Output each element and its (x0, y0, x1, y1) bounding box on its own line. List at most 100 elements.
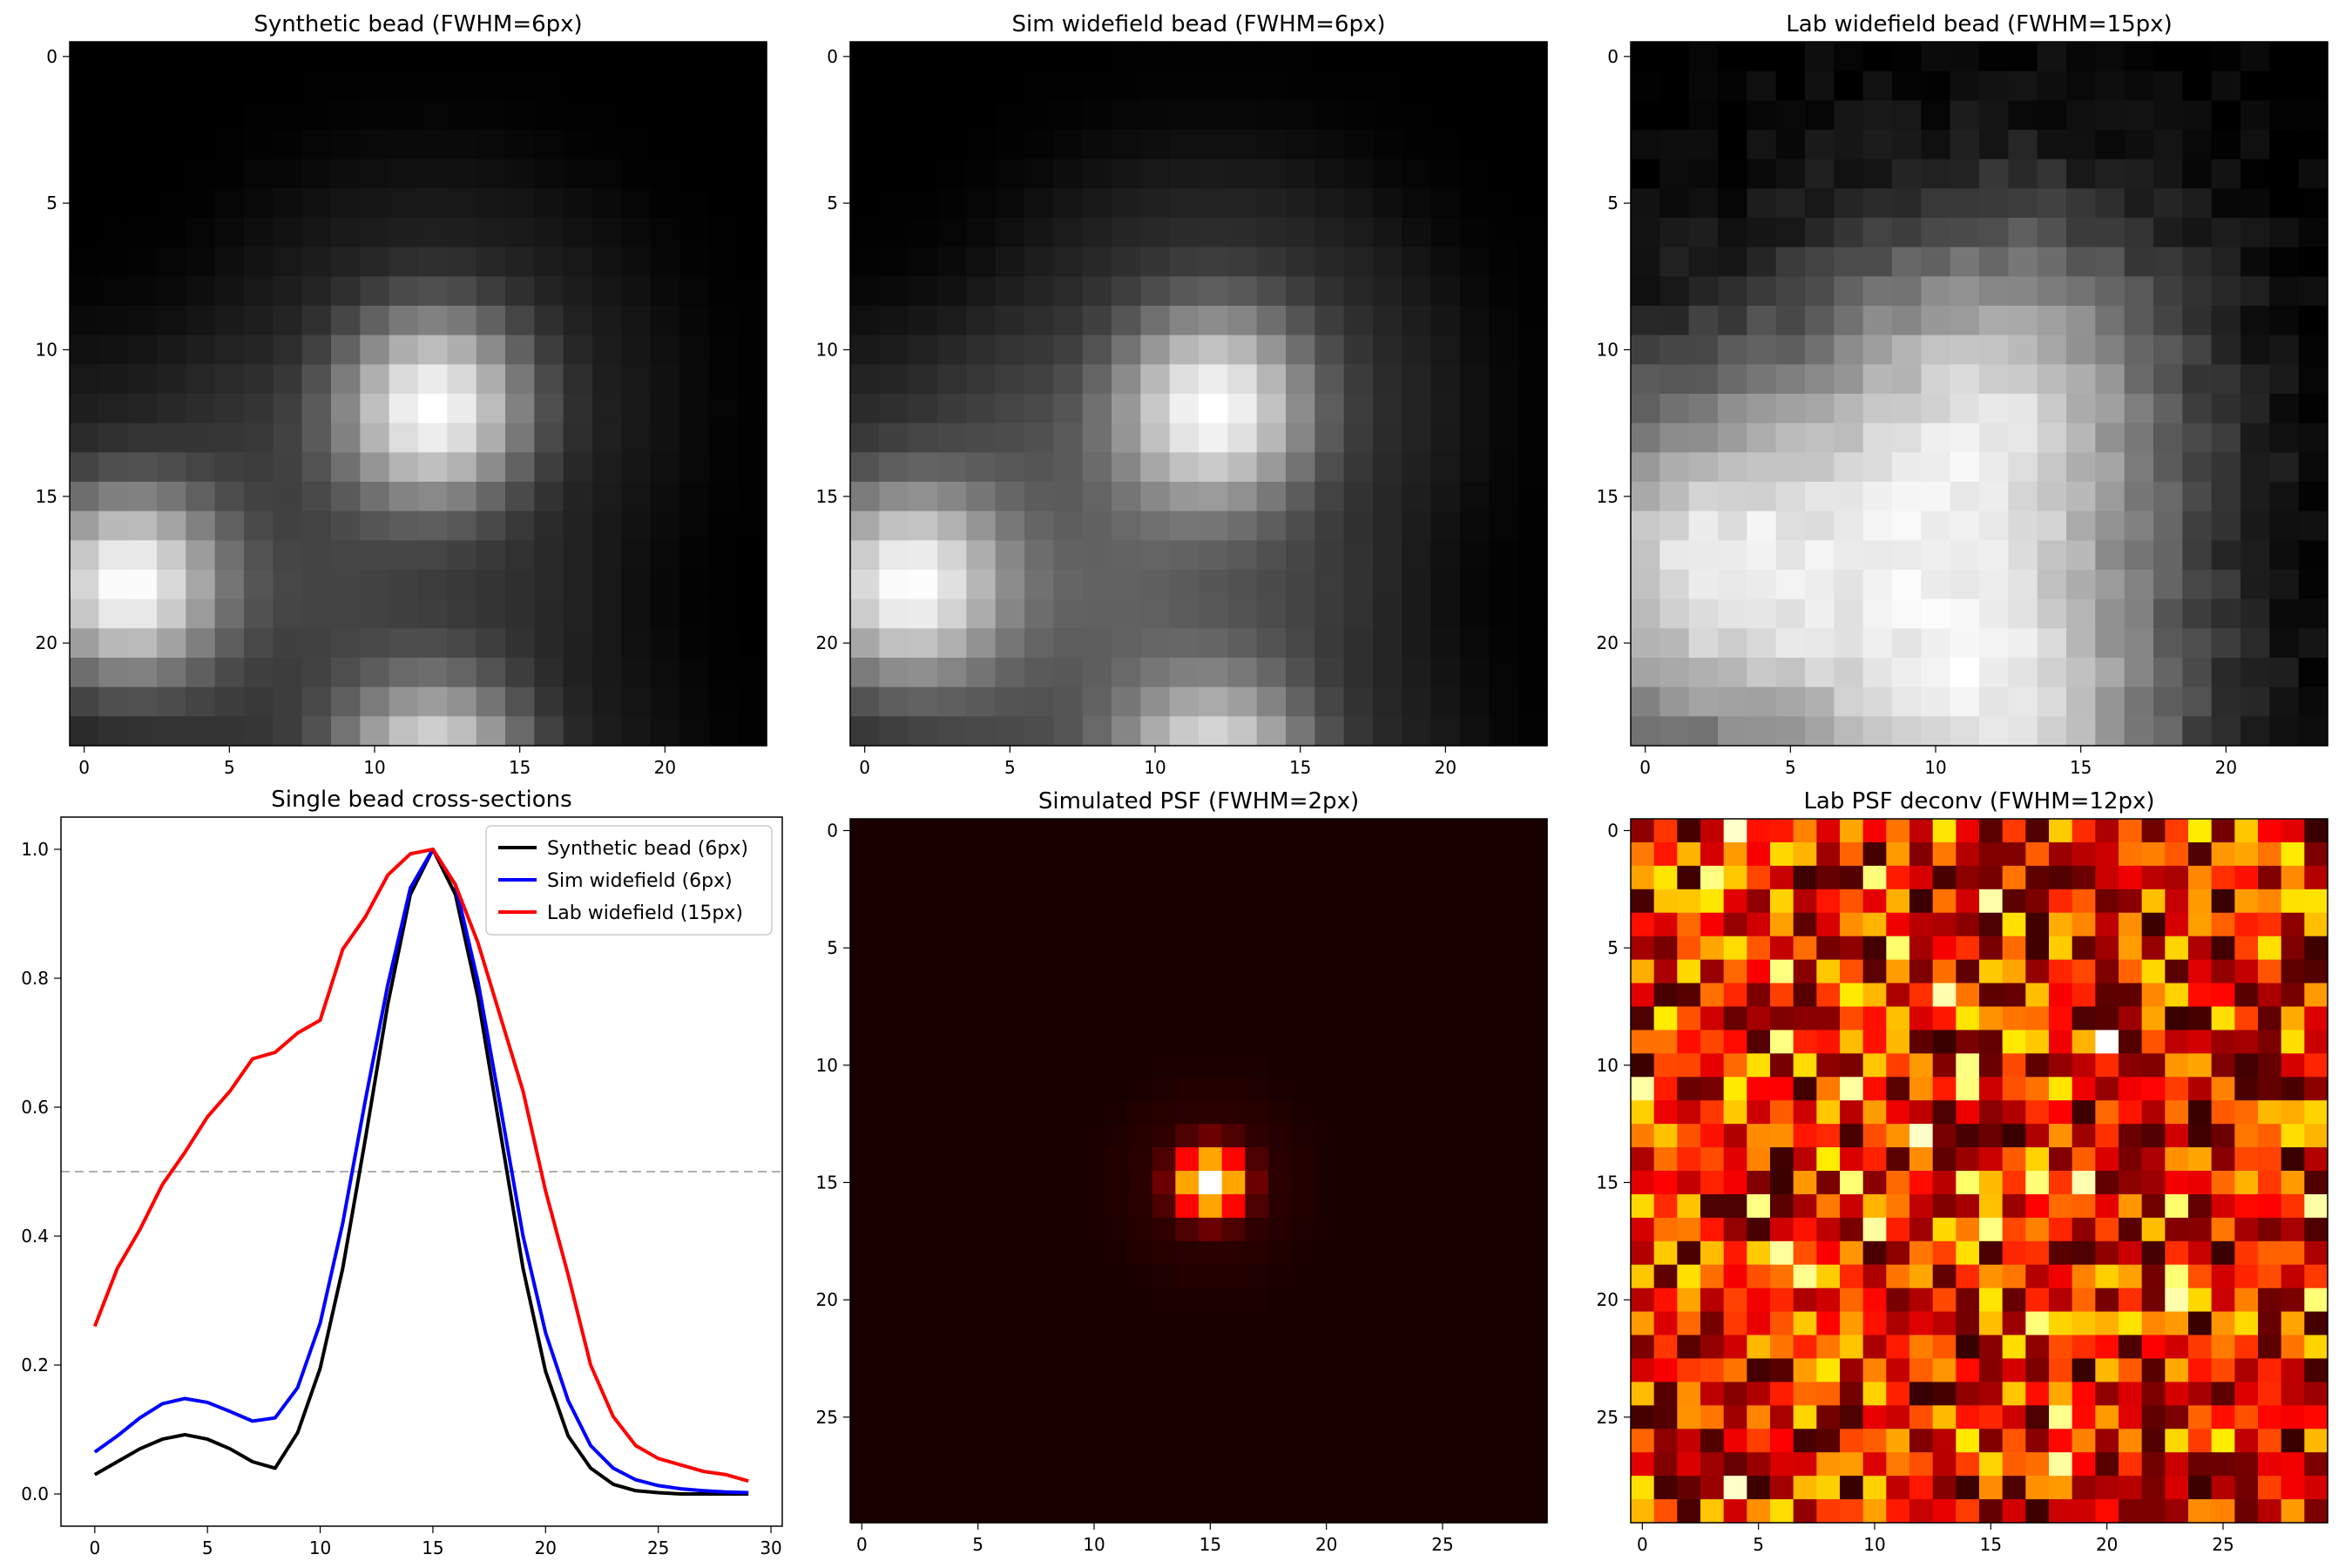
heatmap-cell (1631, 1171, 1655, 1195)
heatmap-cell (127, 247, 158, 277)
heatmap-cell (1950, 570, 1980, 600)
heatmap-cell (1631, 936, 1655, 961)
heatmap-cell (2124, 71, 2154, 101)
heatmap-cell (1315, 247, 1345, 277)
heatmap-cell (1677, 1030, 1701, 1054)
heatmap-cell (920, 865, 944, 890)
heatmap-cell (360, 364, 390, 395)
heatmap-cell (1718, 394, 1747, 424)
heatmap-cell (157, 540, 186, 571)
heatmap-cell (1631, 1288, 1655, 1313)
heatmap-cell (943, 1382, 967, 1406)
heatmap-cell (2066, 570, 2096, 600)
heatmap-cell (1862, 1476, 1887, 1500)
heatmap-cell (1932, 841, 1957, 867)
heatmap-cell (1718, 628, 1747, 659)
heatmap-cell (2066, 598, 2096, 629)
heatmap-cell (1343, 394, 1374, 424)
heatmap-cell (1430, 247, 1461, 277)
heatmap-cell (1723, 1240, 1747, 1266)
heatmap-cell (301, 71, 332, 101)
heatmap-cell (621, 335, 652, 365)
heatmap-cell (2298, 159, 2328, 189)
heatmap-cell (2119, 1358, 2143, 1382)
heatmap-cell (2240, 540, 2270, 571)
heatmap-cell (1747, 1335, 1771, 1360)
heatmap-cell (505, 716, 535, 747)
heatmap-cell (920, 1171, 944, 1195)
heatmap-cell (1979, 42, 2009, 72)
heatmap-cell (879, 686, 909, 717)
heatmap-cell (1524, 1452, 1548, 1477)
heatmap-cell (1700, 1240, 1725, 1266)
heatmap-cell (1688, 422, 1719, 453)
heatmap-cell (1631, 188, 1660, 219)
heatmap-cell (2188, 1100, 2213, 1125)
heatmap-cell (98, 540, 129, 571)
heatmap-cell (2002, 1077, 2026, 1101)
heatmap-cell (1677, 936, 1701, 961)
heatmap-cell (273, 42, 303, 72)
heatmap-cell (1268, 865, 1293, 890)
heatmap-cell (2211, 42, 2241, 72)
heatmap-cell (2025, 1452, 2050, 1477)
heatmap-cell (650, 394, 680, 424)
heatmap-cell (1956, 1288, 1980, 1313)
heatmap-cell (873, 1217, 897, 1242)
heatmap-cell (1315, 42, 1345, 72)
heatmap-cell (1140, 188, 1171, 219)
heatmap-cell (990, 1288, 1014, 1313)
heatmap-cell (214, 686, 245, 717)
heatmap-cell (1950, 130, 1980, 160)
heatmap-cell (214, 540, 245, 571)
heatmap-cell (995, 716, 1025, 747)
heatmap-cell (873, 936, 897, 961)
heatmap-cell (1053, 658, 1084, 688)
heatmap-cell (873, 1124, 897, 1148)
heatmap-cell (1059, 889, 1084, 914)
heatmap-cell (1286, 686, 1315, 717)
heatmap-cell (1053, 510, 1084, 541)
heatmap-cell (1700, 1358, 1725, 1382)
heatmap-cell (1152, 1405, 1176, 1429)
heatmap-cell (1430, 159, 1461, 189)
heatmap-cell (1688, 276, 1719, 307)
heatmap-cell (360, 306, 390, 336)
heatmap-cell (2124, 335, 2154, 365)
heatmap-cell (1286, 716, 1315, 747)
heatmap-cell (873, 1053, 897, 1078)
heatmap-cell (2234, 1217, 2259, 1242)
heatmap-cell (2095, 1006, 2119, 1031)
x-tick-label: 25 (647, 1538, 669, 1558)
heatmap-cell (1892, 335, 1922, 365)
heatmap-cell (1631, 1193, 1655, 1219)
heatmap-cell (360, 570, 390, 600)
heatmap-cell (679, 159, 709, 189)
heatmap-cell (2049, 1358, 2073, 1382)
heatmap-cell (737, 540, 767, 571)
heatmap-cell (1631, 1382, 1655, 1406)
heatmap-cell (2182, 130, 2213, 160)
heatmap-cell (2141, 1124, 2166, 1148)
heatmap-cell (2281, 1053, 2305, 1078)
heatmap-cell (1862, 335, 1893, 365)
heatmap-cell (1105, 1147, 1130, 1172)
heatmap-cell (2072, 1053, 2096, 1078)
y-tick-label: 15 (1597, 486, 1619, 507)
heatmap-cell (2119, 1288, 2143, 1313)
heatmap-cell (1489, 42, 1519, 72)
heatmap-cell (1770, 1405, 1794, 1429)
heatmap-cell (679, 276, 709, 307)
heatmap-cell (966, 1240, 990, 1266)
heatmap-cell (679, 364, 709, 395)
heatmap-cell (186, 422, 216, 453)
heatmap-cell (2066, 482, 2096, 512)
heatmap-cell (650, 686, 680, 717)
heatmap-cell (1012, 1499, 1037, 1524)
heatmap-cell (592, 247, 622, 277)
heatmap-cell (1315, 1193, 1339, 1219)
heatmap-cell (1291, 889, 1315, 914)
heatmap-cell (1286, 540, 1315, 571)
heatmap-cell (990, 1124, 1014, 1148)
heatmap-cell (1286, 598, 1315, 629)
